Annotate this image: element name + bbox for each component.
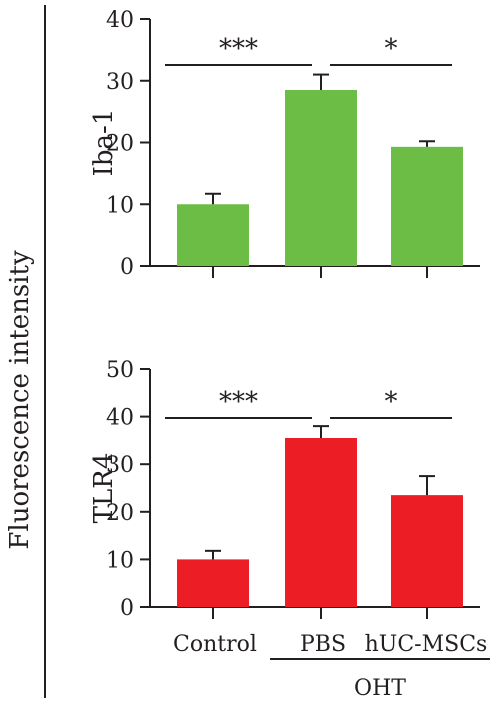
bar — [177, 204, 249, 266]
y-tick-label: 40 — [106, 406, 134, 431]
y-tick-label: 50 — [106, 358, 134, 383]
bar — [177, 559, 249, 607]
y-tick-label: 30 — [106, 70, 134, 95]
category-label: PBS — [300, 632, 346, 657]
y-axis-label: TLR4 — [89, 453, 119, 524]
significance-label: *** — [219, 387, 258, 417]
y-tick-label: 0 — [120, 596, 134, 621]
y-tick-label: 30 — [106, 453, 134, 478]
y-tick-label: 0 — [120, 255, 134, 280]
y-tick-label: 10 — [106, 193, 134, 218]
significance-label: * — [385, 387, 398, 417]
bar — [285, 90, 357, 266]
oht-label: OHT — [354, 676, 406, 701]
significance-label: * — [385, 34, 398, 64]
y-axis-title: Fluorescence intensity — [5, 250, 35, 550]
y-tick-label: 40 — [106, 8, 134, 33]
bar — [391, 495, 463, 607]
significance-label: *** — [219, 34, 258, 64]
y-tick-label: 10 — [106, 548, 134, 573]
bar — [391, 146, 463, 266]
y-tick-label: 20 — [106, 132, 134, 157]
category-label: hUC-MSCs — [365, 632, 488, 657]
bar — [285, 438, 357, 607]
y-axis-label: Iba-1 — [89, 109, 119, 177]
y-tick-label: 20 — [106, 501, 134, 526]
category-label: Control — [173, 632, 257, 657]
